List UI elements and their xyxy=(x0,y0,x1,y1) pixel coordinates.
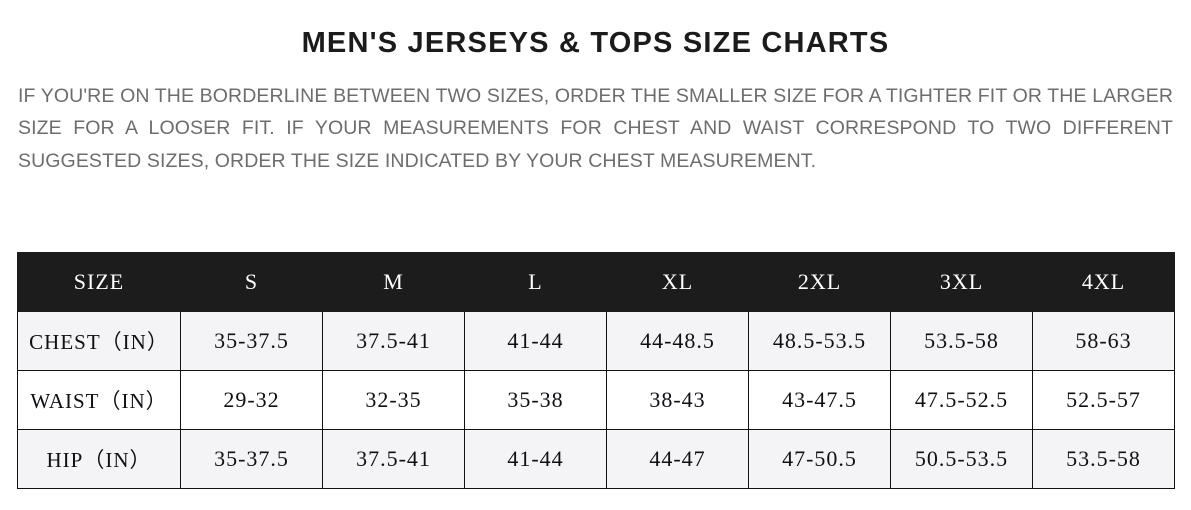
size-table-container: SIZE S M L XL 2XL 3XL 4XL CHEST（IN） 35-3… xyxy=(17,252,1175,489)
cell-hip-4xl: 53.5-58 xyxy=(1032,429,1175,489)
table-header-row: SIZE S M L XL 2XL 3XL 4XL xyxy=(17,252,1175,312)
cell-waist-l: 35-38 xyxy=(464,370,607,430)
cell-chest-4xl: 58-63 xyxy=(1032,311,1175,371)
row-label-chest: CHEST（IN） xyxy=(17,311,181,371)
cell-waist-xl: 38-43 xyxy=(606,370,749,430)
column-header-2xl: 2XL xyxy=(748,252,891,312)
size-chart-table: SIZE S M L XL 2XL 3XL 4XL CHEST（IN） 35-3… xyxy=(17,252,1175,489)
cell-chest-m: 37.5-41 xyxy=(322,311,465,371)
column-header-l: L xyxy=(464,252,607,312)
cell-chest-l: 41-44 xyxy=(464,311,607,371)
cell-waist-s: 29-32 xyxy=(180,370,323,430)
cell-chest-2xl: 48.5-53.5 xyxy=(748,311,891,371)
cell-hip-s: 35-37.5 xyxy=(180,429,323,489)
table-row: CHEST（IN） 35-37.5 37.5-41 41-44 44-48.5 … xyxy=(17,311,1175,371)
cell-chest-3xl: 53.5-58 xyxy=(890,311,1033,371)
table-body: CHEST（IN） 35-37.5 37.5-41 41-44 44-48.5 … xyxy=(17,311,1175,489)
cell-hip-l: 41-44 xyxy=(464,429,607,489)
table-row: WAIST（IN） 29-32 32-35 35-38 38-43 43-47.… xyxy=(17,370,1175,430)
column-header-m: M xyxy=(322,252,465,312)
cell-chest-s: 35-37.5 xyxy=(180,311,323,371)
cell-hip-3xl: 50.5-53.5 xyxy=(890,429,1033,489)
table-row: HIP（IN） 35-37.5 37.5-41 41-44 44-47 47-5… xyxy=(17,429,1175,489)
column-header-3xl: 3XL xyxy=(890,252,1033,312)
page-title: MEN'S JERSEYS & TOPS SIZE CHARTS xyxy=(301,27,890,59)
cell-hip-xl: 44-47 xyxy=(606,429,749,489)
column-header-s: S xyxy=(180,252,323,312)
row-label-hip: HIP（IN） xyxy=(17,429,181,489)
column-header-size: SIZE xyxy=(17,252,181,312)
table-header: SIZE S M L XL 2XL 3XL 4XL xyxy=(17,252,1175,312)
sizing-guidance-note: IF YOU'RE ON THE BORDERLINE BETWEEN TWO … xyxy=(18,84,1173,172)
cell-waist-4xl: 52.5-57 xyxy=(1032,370,1175,430)
cell-chest-xl: 44-48.5 xyxy=(606,311,749,371)
row-label-waist: WAIST（IN） xyxy=(17,370,181,430)
cell-hip-m: 37.5-41 xyxy=(322,429,465,489)
cell-waist-2xl: 43-47.5 xyxy=(748,370,891,430)
column-header-xl: XL xyxy=(606,252,749,312)
cell-waist-3xl: 47.5-52.5 xyxy=(890,370,1033,430)
cell-waist-m: 32-35 xyxy=(322,370,465,430)
column-header-4xl: 4XL xyxy=(1032,252,1175,312)
cell-hip-2xl: 47-50.5 xyxy=(748,429,891,489)
